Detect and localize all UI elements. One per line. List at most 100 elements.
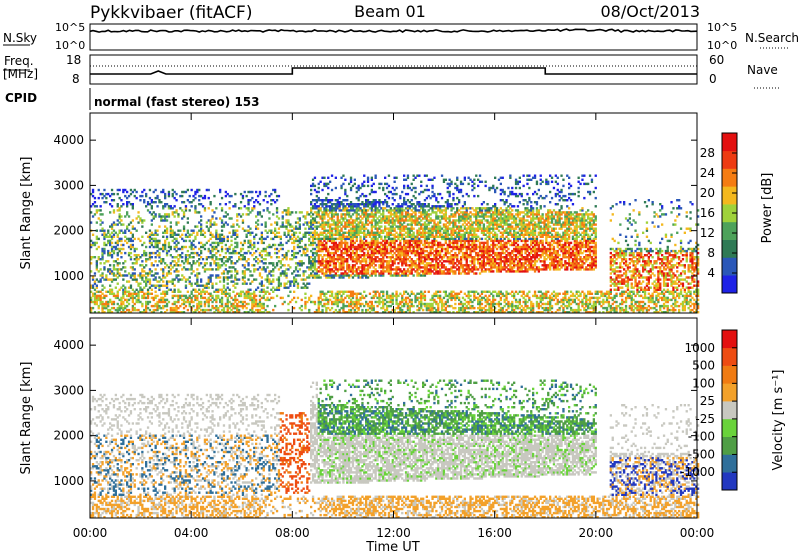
range-time-cell <box>139 286 142 289</box>
range-time-cell <box>251 304 254 308</box>
range-time-cell <box>203 231 207 234</box>
range-time-cell <box>107 254 110 257</box>
range-time-cell <box>340 272 343 275</box>
range-time-cell <box>408 227 411 230</box>
range-time-cell <box>359 270 362 273</box>
range-time-cell <box>304 296 307 300</box>
range-time-cell <box>255 294 258 298</box>
range-time-cell <box>393 311 396 314</box>
range-time-cell <box>325 213 328 216</box>
range-time-cell <box>397 272 400 275</box>
range-time-cell <box>196 211 199 214</box>
range-time-cell <box>306 211 309 214</box>
range-time-cell <box>228 256 231 259</box>
range-time-cell <box>317 302 320 306</box>
range-time-cell <box>408 260 411 263</box>
range-time-cell <box>173 294 176 298</box>
range-time-cell <box>169 233 172 236</box>
range-time-cell <box>228 217 231 220</box>
range-time-cell <box>410 237 413 241</box>
range-time-cell <box>385 260 389 263</box>
range-time-cell <box>359 245 362 249</box>
range-time-cell <box>287 231 290 234</box>
range-time-cell <box>239 300 243 304</box>
range-time-cell <box>141 290 144 293</box>
range-time-cell <box>334 233 337 236</box>
range-time-cell <box>154 260 157 263</box>
range-time-cell <box>209 268 212 271</box>
range-time-cell <box>393 294 396 298</box>
range-time-cell <box>133 254 136 257</box>
range-time-cell <box>329 229 332 232</box>
range-time-cell <box>99 258 102 261</box>
range-time-cell <box>437 227 440 230</box>
range-time-cell <box>207 256 210 259</box>
range-time-cell <box>452 229 455 232</box>
range-time-cell <box>258 211 262 214</box>
range-time-cell <box>122 288 125 291</box>
range-time-cell <box>389 215 392 218</box>
range-time-cell <box>311 274 315 277</box>
range-time-cell <box>452 254 455 257</box>
range-time-cell <box>439 241 442 245</box>
range-time-cell <box>120 205 123 208</box>
range-time-cell <box>145 264 148 267</box>
range-time-cell <box>131 239 134 243</box>
range-time-cell <box>116 296 119 300</box>
range-time-cell <box>116 290 119 293</box>
range-time-cell <box>97 290 100 293</box>
range-time-cell <box>272 237 275 241</box>
range-time-cell <box>321 215 324 218</box>
range-time-cell <box>169 207 172 210</box>
range-time-cell <box>298 227 301 230</box>
range-time-cell <box>253 270 256 273</box>
range-time-cell <box>213 311 216 314</box>
range-time-cell <box>342 306 345 310</box>
range-time-cell <box>368 311 372 314</box>
range-time-cell <box>444 241 447 245</box>
range-time-cell <box>109 311 112 314</box>
range-time-cell <box>431 219 434 222</box>
range-time-cell <box>338 196 341 200</box>
range-time-cell <box>150 270 153 273</box>
range-time-cell <box>357 199 360 202</box>
range-time-cell <box>365 274 368 277</box>
range-time-cell <box>348 247 351 251</box>
range-time-cell <box>374 205 377 208</box>
range-time-cell <box>171 229 174 232</box>
range-time-cell <box>317 266 320 269</box>
range-time-cell <box>404 290 408 293</box>
range-time-cell <box>200 278 203 281</box>
range-time-cell <box>353 274 356 277</box>
range-time-cell <box>355 239 358 243</box>
nsky-label: N.Sky <box>3 31 37 45</box>
range-time-cell <box>357 225 360 228</box>
range-time-cell <box>442 180 446 183</box>
range-time-cell <box>198 203 201 206</box>
range-time-cell <box>146 274 150 277</box>
range-time-cell <box>103 266 106 269</box>
range-time-cell <box>450 292 453 295</box>
range-time-cell <box>175 192 178 196</box>
range-time-cell <box>258 190 262 194</box>
range-time-cell <box>349 217 353 220</box>
range-time-cell <box>450 245 453 249</box>
range-time-cell <box>264 194 267 198</box>
range-time-cell <box>321 233 324 236</box>
range-time-cell <box>340 186 343 190</box>
range-time-cell <box>336 205 339 208</box>
range-time-cell <box>448 243 451 247</box>
range-time-cell <box>332 207 336 210</box>
range-time-cell <box>143 280 146 283</box>
range-time-cell <box>256 304 260 308</box>
range-time-cell <box>131 298 134 302</box>
range-time-cell <box>370 296 373 300</box>
range-time-cell <box>156 233 159 236</box>
range-time-cell <box>171 194 174 198</box>
range-time-cell <box>311 266 315 269</box>
range-time-cell <box>91 243 95 247</box>
range-time-cell <box>378 241 381 245</box>
range-time-cell <box>363 223 366 226</box>
range-time-cell <box>382 231 385 234</box>
range-time-cell <box>418 296 421 300</box>
